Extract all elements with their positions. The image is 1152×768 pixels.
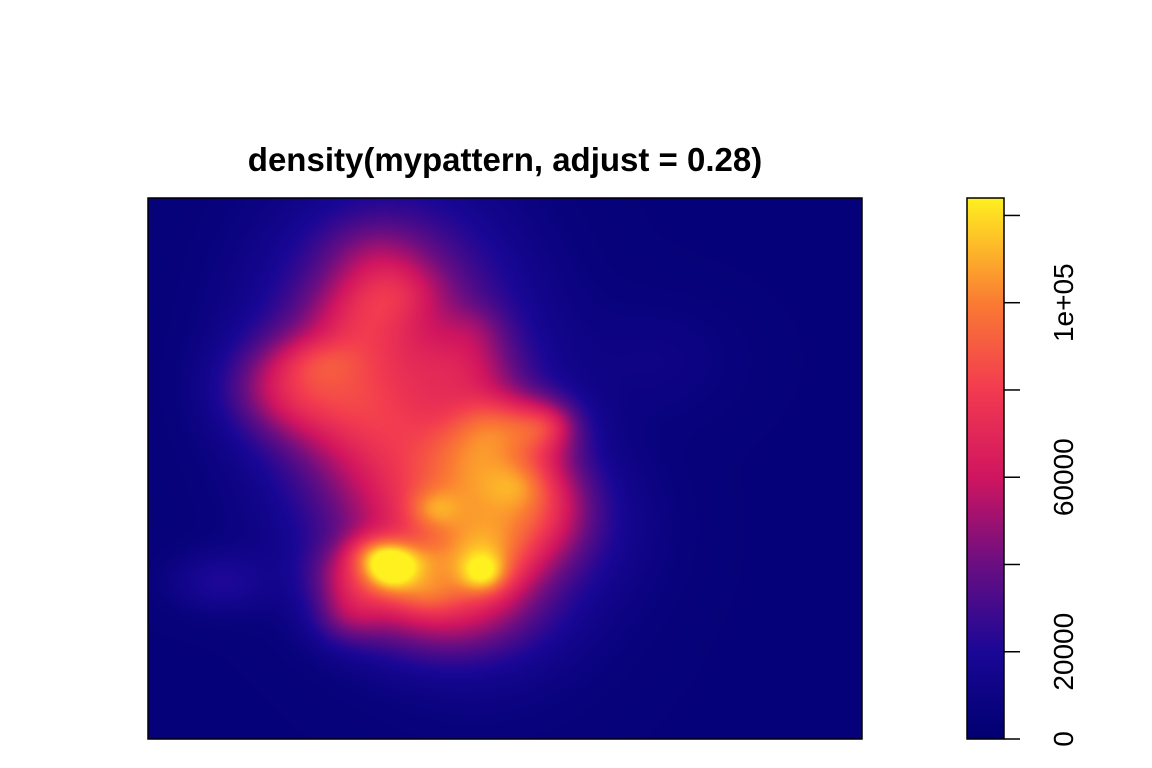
colorbar-tick-label: 60000 [1048, 438, 1079, 516]
colorbar [967, 198, 1004, 739]
colorbar-frame [966, 197, 1005, 740]
chart-title: density(mypattern, adjust = 0.28) [247, 141, 763, 178]
density-heatmap [148, 198, 862, 739]
colorbar-tick-label: 0 [1048, 731, 1079, 747]
plot-frame [147, 197, 863, 740]
density-image [148, 198, 862, 739]
colorbar-tick-label: 20000 [1048, 613, 1079, 691]
colorbar-axis: 0 20000 60000 1e+05 [1004, 214, 1079, 747]
colorbar-tick-label: 1e+05 [1048, 263, 1079, 342]
